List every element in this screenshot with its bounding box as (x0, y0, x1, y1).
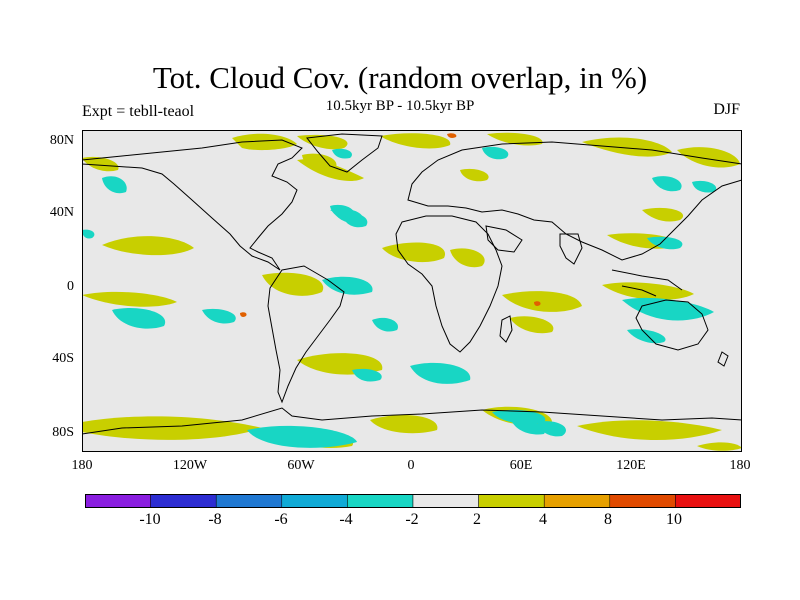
lon-label-120w: 120W (172, 458, 208, 473)
experiment-label: Expt = tebll-teaol (82, 103, 195, 120)
lat-label-40s: 40S (52, 351, 74, 366)
colorbar-box (347, 494, 414, 508)
lat-label-80n: 80N (49, 133, 74, 148)
map-title: Tot. Cloud Cov. (random overlap, in %) (152, 60, 648, 95)
colorbar-box (478, 494, 545, 508)
lon-label-0: 0 (407, 458, 415, 473)
colorbar-box (412, 494, 479, 508)
colorbar-label-neg4: -4 (339, 511, 353, 528)
colorbar-label-neg8: -8 (208, 511, 222, 528)
colorbar-label-4: 4 (539, 511, 547, 528)
colorbar-label-neg6: -6 (274, 511, 288, 528)
colorbar-frame (85, 494, 741, 508)
lon-label-60w: 60W (287, 458, 315, 473)
lon-label-60e: 60E (509, 458, 533, 473)
colorbar-label-2: 2 (473, 511, 481, 528)
colorbar-box (543, 494, 611, 508)
colorbar-box (609, 494, 676, 508)
colorbar-box (281, 494, 348, 508)
colorbar (85, 494, 741, 508)
colorbar-box (215, 494, 283, 508)
season-label: DJF (713, 101, 740, 118)
strong-positive-spots (240, 133, 541, 317)
coastlines (82, 133, 742, 435)
lat-label-80s: 80S (52, 425, 74, 440)
colorbar-label-neg2: -2 (405, 511, 419, 528)
colorbar-box (150, 494, 217, 508)
lon-label-180w: 180 (71, 458, 93, 473)
colorbar-label-neg10: -10 (139, 511, 161, 528)
lat-label-40n: 40N (49, 205, 74, 220)
world-map (82, 130, 742, 452)
colorbar-label-8: 8 (604, 511, 612, 528)
lon-label-180e: 180 (729, 458, 751, 473)
colorbar-box (85, 494, 151, 508)
map-frame (82, 130, 742, 452)
negative-anomaly-patches (82, 146, 717, 448)
map-subtitle: 10.5kyr BP - 10.5kyr BP (325, 98, 475, 114)
lon-label-120e: 120E (616, 458, 646, 473)
colorbar-label-10: 10 (666, 511, 682, 528)
lat-label-0: 0 (67, 279, 74, 294)
colorbar-box (675, 494, 741, 508)
